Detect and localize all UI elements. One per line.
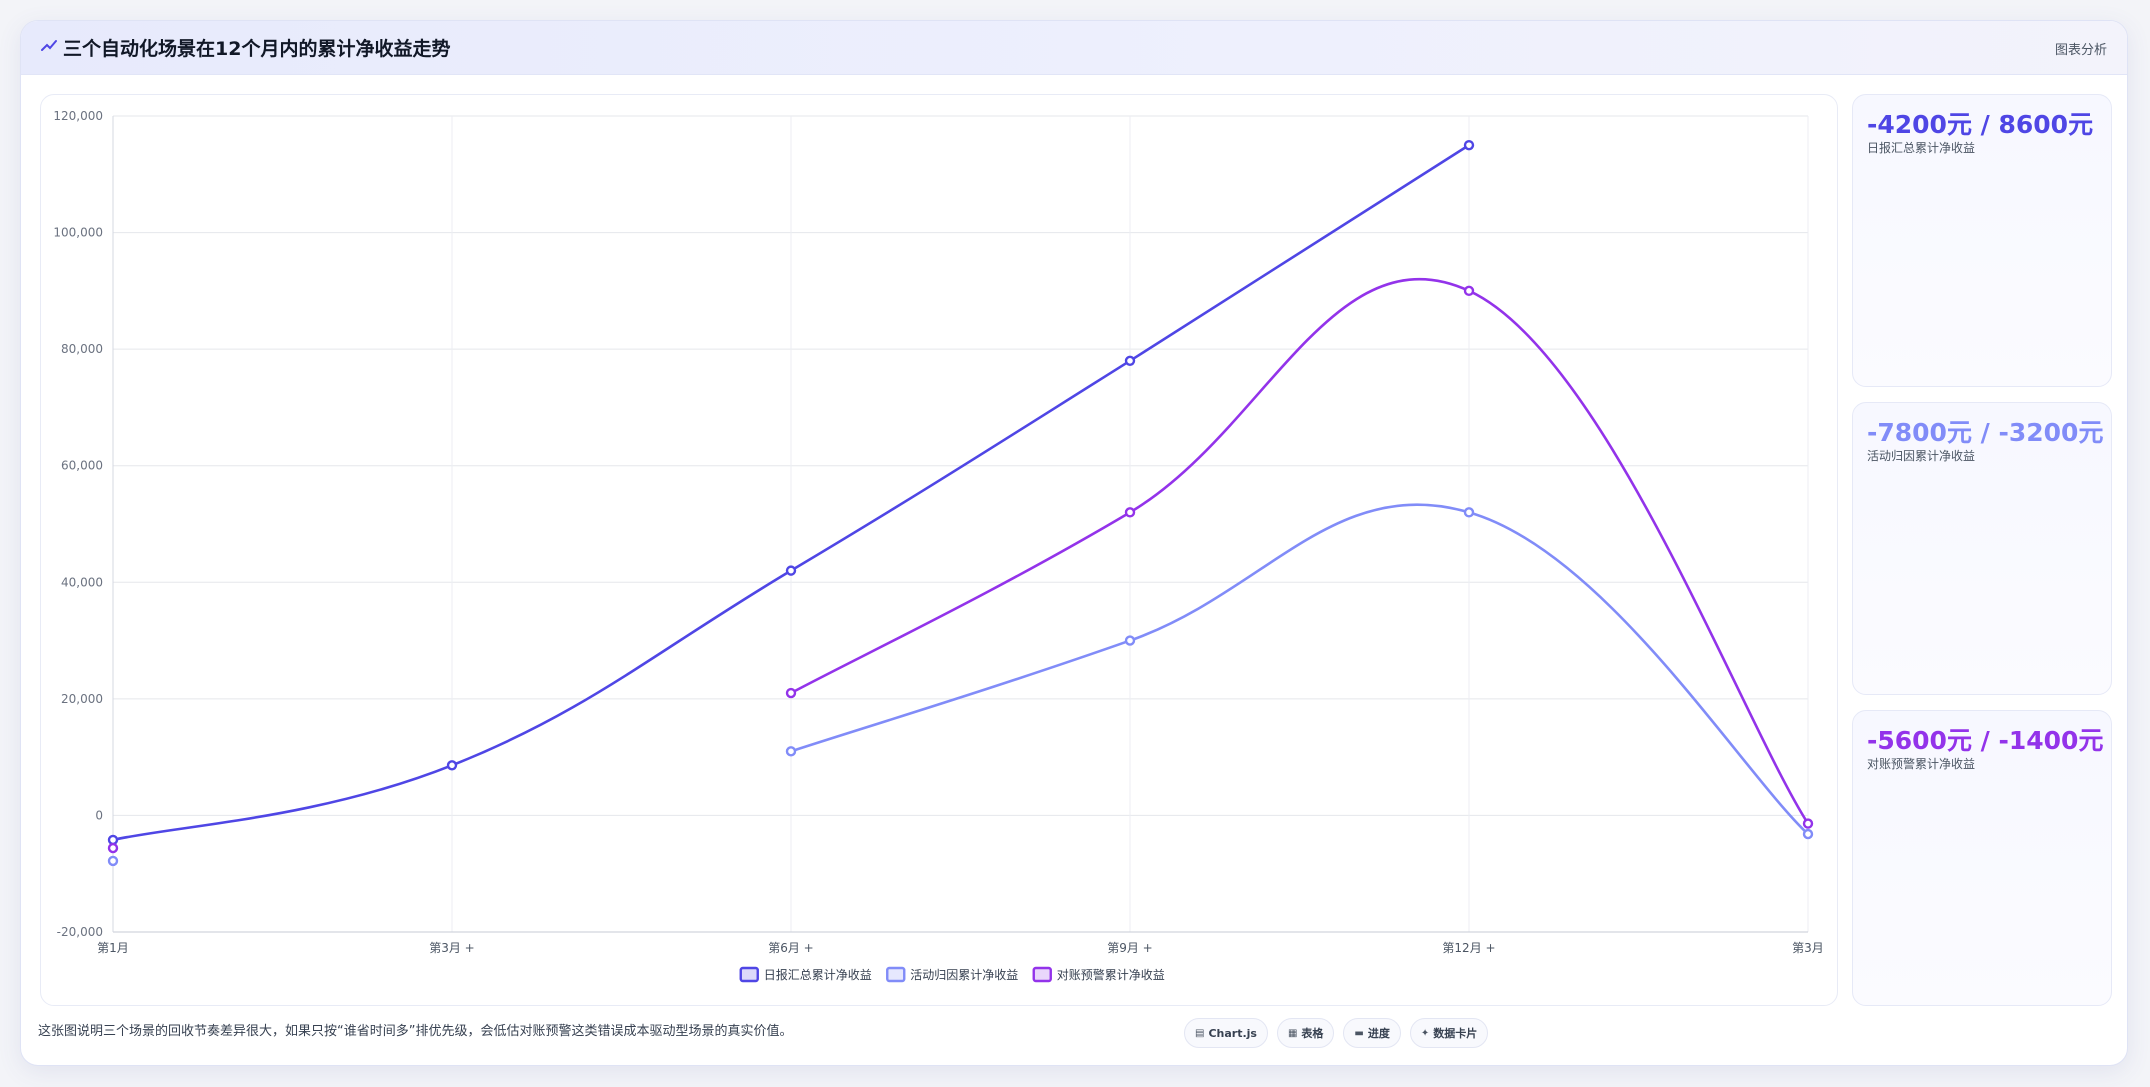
chart-icon: ▤ <box>1195 1027 1205 1039</box>
chart-analysis-label[interactable]: 图表分析 <box>2054 43 2107 58</box>
chip-progress[interactable]: ▬ 进度 <box>1343 1018 1401 1048</box>
legend-label: 对账预警累计净收益 <box>1057 967 1165 982</box>
kpi-value: -4200元 / 8600元 <box>1867 110 2094 139</box>
chip-label: 数据卡片 <box>1433 1027 1478 1040</box>
x-tick-label: 第3月 + <box>429 941 475 955</box>
kpi-value: -5600元 / -1400元 <box>1867 726 2104 755</box>
y-tick-label: 80,000 <box>61 342 103 356</box>
data-point <box>1124 355 1136 366</box>
chart-footnote: 这张图说明三个场景的回收节奏差异很大，如果只按“谁省时间多”排优先级，会低估对账… <box>38 1024 793 1039</box>
y-tick-label: 60,000 <box>61 459 103 473</box>
chart-card: -20,000 0 20,000 40,000 60,000 80,000 100,000 1… <box>40 94 1838 1006</box>
progress-icon: ▬ <box>1354 1027 1364 1039</box>
kpi-card-attribution: -7800元 / -3200元 活动归因累计净收益 <box>1852 402 2112 695</box>
chip-chartjs[interactable]: ▤ Chart.js <box>1184 1018 1268 1048</box>
series-line <box>790 277 1810 825</box>
view-switcher: ▤ Chart.js ▦ 表格 ▬ 进度 ✦ 数据卡片 <box>1184 1018 1489 1048</box>
x-tick-label: 第12月 + <box>1442 941 1495 955</box>
chip-label: 进度 <box>1367 1027 1390 1040</box>
y-tick-label: 20,000 <box>61 692 103 706</box>
data-point <box>785 746 797 757</box>
kpi-label: 日报汇总累计净收益 <box>1867 141 1976 155</box>
data-point <box>1463 507 1475 518</box>
data-point <box>107 834 119 846</box>
legend-swatch <box>886 966 906 983</box>
kpi-card-reconciliation: -5600元 / -1400元 对账预警累计净收益 <box>1852 710 2112 1006</box>
data-point <box>1463 285 1475 297</box>
kpi-label: 活动归因累计净收益 <box>1867 449 1976 463</box>
chip-label: 表格 <box>1301 1027 1324 1040</box>
data-point <box>785 687 797 699</box>
chart-trend-icon <box>41 38 59 56</box>
chip-label: Chart.js <box>1208 1026 1257 1040</box>
legend-label: 活动归因累计净收益 <box>910 968 1018 982</box>
legend-swatch <box>1032 966 1052 983</box>
page-title: 三个自动化场景在12个月内的累计净收益走势 <box>63 38 451 60</box>
y-tick-label: -20,000 <box>57 925 103 939</box>
x-tick-label: 第6月 + <box>768 941 814 955</box>
kpi-value: -7800元 / -3200元 <box>1867 418 2104 447</box>
table-icon: ▦ <box>1287 1027 1298 1039</box>
chip-data-card[interactable]: ✦ 数据卡片 <box>1409 1018 1489 1048</box>
data-point <box>1463 139 1475 151</box>
legend-label: 日报汇总累计净收益 <box>764 967 872 982</box>
chip-table[interactable]: ▦ 表格 <box>1276 1018 1335 1048</box>
data-point <box>107 842 119 854</box>
y-tick-label: 0 <box>95 808 103 822</box>
sparkle-icon: ✦ <box>1420 1027 1430 1039</box>
y-tick-label: 100,000 <box>53 226 103 240</box>
legend-swatch <box>739 966 759 983</box>
y-tick-label: 40,000 <box>61 575 103 589</box>
panel-header: 三个自动化场景在12个月内的累计净收益走势 图表分析 <box>21 21 2127 75</box>
line-chart: -20,000 0 20,000 40,000 60,000 80,000 100,000 1… <box>53 109 1824 983</box>
data-point <box>1124 507 1136 518</box>
data-point <box>1124 635 1136 646</box>
kpi-card-daily: -4200元 / 8600元 日报汇总累计净收益 <box>1852 94 2112 387</box>
x-tick-label: 第9月 + <box>1107 941 1153 955</box>
data-point <box>1802 818 1814 829</box>
data-point <box>446 760 458 771</box>
data-point <box>785 565 797 576</box>
kpi-label: 对账预警累计净收益 <box>1867 757 1976 771</box>
y-tick-label: 120,000 <box>53 109 103 123</box>
x-tick-label: 第1月 <box>97 941 129 955</box>
series-line <box>790 503 1809 836</box>
data-point <box>107 855 119 867</box>
data-point <box>1802 828 1814 840</box>
x-tick-label: 第3月 <box>1792 941 1824 955</box>
